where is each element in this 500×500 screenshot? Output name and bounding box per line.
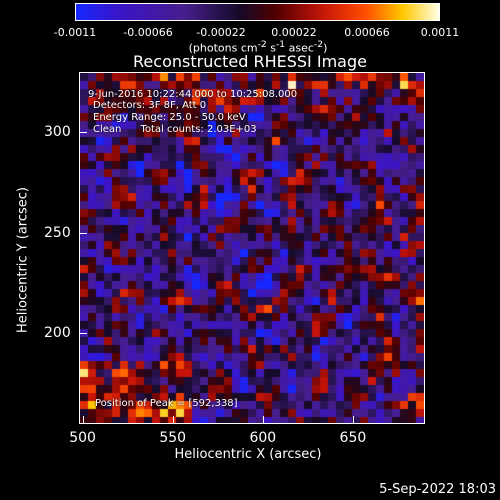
y-tick-label: 300 (44, 124, 71, 141)
annotation-detectors: Detectors: 3F 8F, Att 0 (93, 100, 207, 111)
colorbar-tick: 0.0011 (420, 26, 460, 39)
colorbar-tick: -0.0011 (53, 26, 97, 39)
annotation-time: 9-Jun-2016 10:22:44.000 to 10:25:08.000 (88, 89, 298, 100)
x-tick-mark (262, 416, 264, 424)
x-tick-label: 500 (69, 430, 96, 446)
colorbar-tick: -0.00066 (123, 26, 173, 39)
x-tick-mark (352, 416, 354, 424)
x-tick-mark (82, 416, 84, 424)
annotation-clean: Clean Total counts: 2.03E+03 (93, 124, 257, 135)
heatmap-plot: 9-Jun-2016 10:22:44.000 to 10:25:08.000 … (79, 72, 425, 424)
heatmap-image (80, 73, 424, 423)
colorbar-units: (photons cm-2 s-1 asec-2) (188, 39, 328, 55)
y-tick-label: 250 (44, 224, 71, 241)
x-tick-mark (172, 416, 174, 424)
colorbar-tick: 0.00022 (271, 26, 317, 39)
annotation-peak: Position of Peak = [592,338] (95, 398, 238, 409)
colorbar (75, 3, 440, 21)
y-tick-mark (79, 132, 87, 134)
y-tick-mark (79, 333, 87, 335)
y-tick-label: 200 (44, 325, 71, 342)
colorbar-tick: -0.00022 (196, 26, 246, 39)
y-tick-mark (79, 232, 87, 234)
x-axis-label: Heliocentric X (arcsec) (174, 447, 322, 462)
annotation-energy: Energy Range: 25.0 - 50.0 keV (93, 112, 246, 123)
chart-title: Reconstructed RHESSI Image (133, 52, 367, 71)
y-axis-label: Heliocentric Y (arcsec) (15, 187, 31, 333)
x-tick-label: 600 (249, 430, 277, 446)
timestamp: 5-Sep-2022 18:03 (379, 482, 496, 497)
x-tick-label: 550 (159, 430, 187, 446)
colorbar-tick: 0.00066 (344, 26, 390, 39)
x-tick-label: 650 (339, 430, 367, 446)
